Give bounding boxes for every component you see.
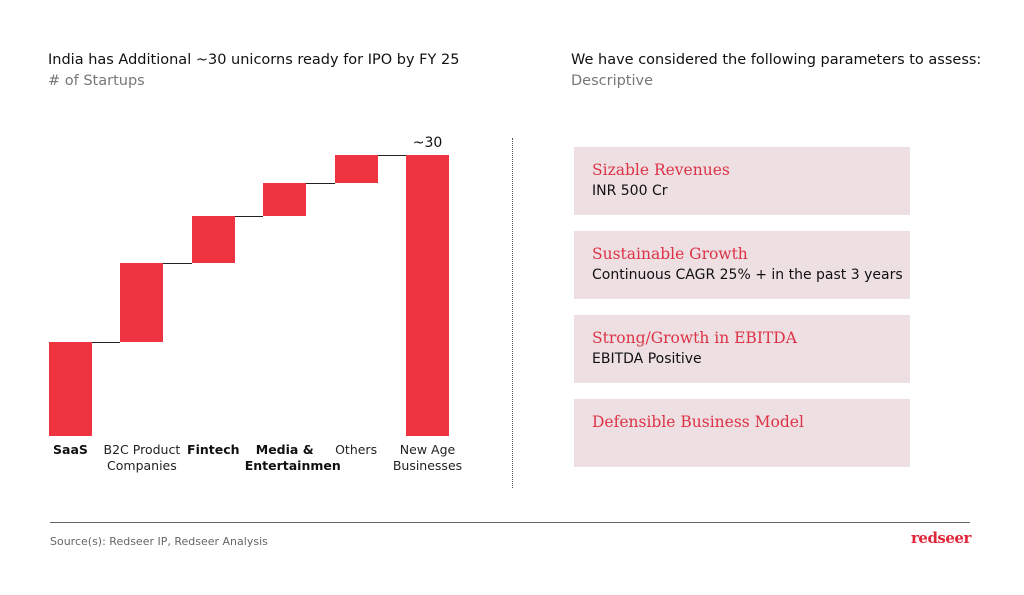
parameter-card: Sizable Revenues INR 500 Cr bbox=[574, 147, 910, 215]
bar bbox=[49, 342, 92, 436]
logo: redseer bbox=[911, 529, 971, 547]
parameter-title: Defensible Business Model bbox=[592, 413, 804, 431]
parameter-title: Sustainable Growth bbox=[592, 245, 748, 263]
x-tick-label: Others bbox=[335, 442, 378, 457]
connector bbox=[306, 183, 335, 185]
chart-subtitle: # of Startups bbox=[48, 73, 145, 89]
parameter-title: Strong/Growth in EBITDA bbox=[592, 329, 797, 347]
x-tick-label: Fintech bbox=[187, 442, 240, 457]
parameter-card: Defensible Business Model bbox=[574, 399, 910, 467]
connector bbox=[234, 215, 264, 217]
bar bbox=[191, 215, 235, 263]
parameter-detail: EBITDA Positive bbox=[592, 351, 702, 367]
x-tick-label: New Age Businesses bbox=[392, 442, 463, 473]
parameter-detail: INR 500 Cr bbox=[592, 183, 668, 199]
bar bbox=[334, 155, 378, 184]
parameter-title: Sizable Revenues bbox=[592, 161, 730, 179]
panel-title: We have considered the following paramet… bbox=[571, 52, 982, 68]
connector bbox=[163, 262, 192, 264]
divider bbox=[512, 138, 513, 488]
connector bbox=[377, 155, 406, 156]
chart: SaaS B2C Product Companies Fintech Media & … bbox=[0, 0, 512, 500]
parameter-card: Sustainable Growth Continuous CAGR 25% + … bbox=[574, 231, 910, 299]
value-label: ~30 bbox=[412, 135, 443, 151]
panel-subtitle: Descriptive bbox=[571, 73, 654, 89]
source: Source(s): Redseer IP, Redseer Analysis bbox=[50, 535, 268, 548]
bar bbox=[406, 155, 449, 436]
bar bbox=[120, 262, 164, 343]
parameter-detail: Continuous CAGR 25% + in the past 3 year… bbox=[592, 267, 903, 283]
chart-title: India has Additional ~30 unicorns ready … bbox=[48, 52, 460, 68]
connector bbox=[92, 342, 121, 344]
bar bbox=[263, 183, 307, 216]
parameter-card: Strong/Growth in EBITDA EBITDA Positive bbox=[574, 315, 910, 383]
footer-rule bbox=[50, 522, 970, 523]
x-tick-label: Media & Entertainmen bbox=[244, 442, 341, 473]
x-tick-label: SaaS bbox=[53, 442, 88, 457]
x-tick-label: B2C Product Companies bbox=[103, 442, 181, 473]
